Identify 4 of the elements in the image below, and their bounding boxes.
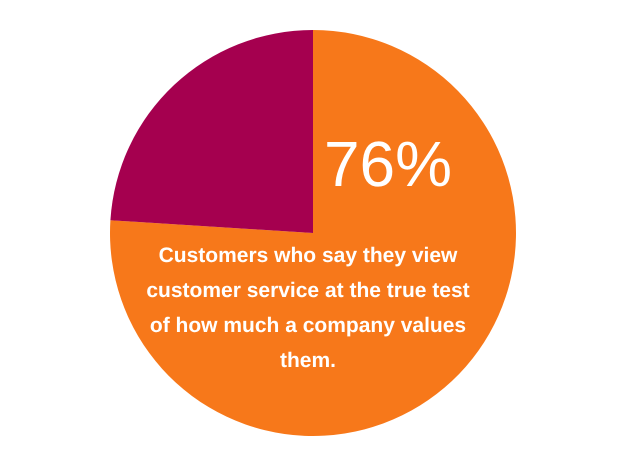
text: Customers who say they view customer service at the true test of how much a company values them. xyxy=(145,243,471,374)
pie-slice xyxy=(110,30,313,233)
pie-slice xyxy=(110,30,516,436)
data-label: 76% xyxy=(324,128,452,200)
